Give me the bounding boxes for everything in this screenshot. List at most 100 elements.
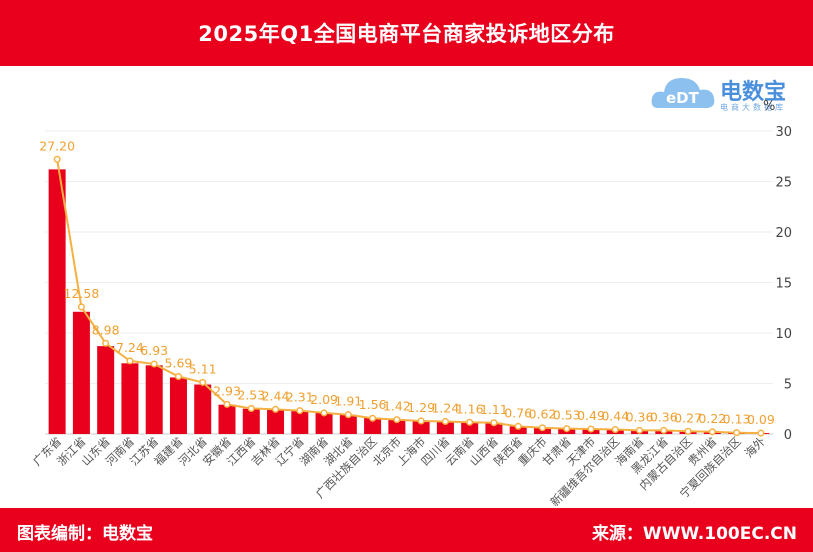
line-point [757, 429, 765, 437]
data-label: 0.22 [698, 411, 726, 426]
logo-tagline: 电商大数据库 [720, 103, 786, 112]
line-point [514, 422, 522, 430]
data-label: 2.93 [213, 383, 241, 398]
line-point [126, 357, 134, 365]
data-label: 1.16 [456, 401, 484, 416]
bar [97, 346, 115, 434]
line-point [53, 155, 61, 163]
bar [218, 404, 236, 434]
line-point [490, 419, 498, 427]
data-label: 1.11 [480, 402, 508, 417]
y-tick-label: 20 [775, 226, 792, 241]
data-label: 1.56 [359, 397, 387, 412]
data-label: 2.44 [262, 388, 290, 403]
bar [509, 426, 527, 434]
line-point [247, 404, 255, 412]
bar [436, 421, 454, 434]
data-label: 2.53 [237, 387, 265, 402]
data-label: 1.91 [334, 394, 362, 409]
line-point [223, 400, 231, 408]
data-label: 0.62 [529, 407, 557, 422]
y-tick-label: 15 [775, 277, 792, 292]
line-point [199, 378, 207, 386]
line-point [393, 416, 401, 424]
y-tick-label: 25 [775, 176, 792, 191]
line-point [611, 426, 619, 434]
bar [485, 422, 503, 434]
logo: eDT 电数宝 电商大数据库 [650, 70, 810, 114]
bar [291, 410, 309, 434]
data-label: 7.24 [116, 340, 144, 355]
bar [388, 419, 406, 434]
line-point [344, 411, 352, 419]
data-label: 2.09 [310, 392, 338, 407]
line-point [708, 428, 716, 436]
bar [412, 420, 430, 434]
bar-line-chart: 0 5 10 15 20 25 30 27.20 12.58 8.98 7.246.935.695.… [30, 125, 792, 508]
bar [364, 417, 382, 434]
line-point [587, 425, 595, 433]
bar [242, 408, 260, 434]
footer-compiler: 图表编制：电数宝 [17, 524, 153, 544]
data-label: 1.24 [431, 400, 459, 415]
bar [267, 409, 285, 434]
chart-title: 2025年Q1全国电商平台商家投诉地区分布 [0, 0, 813, 66]
x-tick-label: 海外 [742, 434, 769, 461]
line-point [660, 426, 668, 434]
data-label: 12.58 [64, 286, 100, 301]
series-line [56, 159, 761, 435]
line-point [538, 424, 547, 432]
logo-mark: eDT [666, 89, 700, 107]
line-point [77, 303, 85, 311]
line-point [733, 429, 741, 437]
line-point [271, 405, 280, 413]
line-point [563, 425, 571, 433]
data-label: 0.13 [723, 412, 751, 427]
logo-brand: 电数宝 [720, 80, 787, 105]
data-label: 5.11 [189, 361, 217, 376]
line-point [150, 360, 158, 368]
line-point [684, 427, 692, 435]
data-label: 8.98 [92, 322, 120, 337]
line-point [102, 339, 110, 347]
line-point [417, 417, 425, 425]
data-label: 0.44 [601, 409, 629, 424]
bar [72, 311, 90, 434]
data-label: 0.49 [577, 408, 605, 423]
data-label: 0.27 [674, 410, 702, 425]
line-point [296, 407, 304, 415]
data-label: 5.69 [165, 356, 193, 371]
bar [194, 384, 212, 434]
footer-source: 来源：WWW.100EC.CN [591, 524, 797, 544]
line-point [174, 372, 183, 381]
data-label: 6.93 [140, 343, 168, 358]
data-label: 0.36 [626, 409, 654, 424]
bar [145, 365, 163, 434]
y-tick-label: 30 [775, 125, 792, 140]
data-label: 1.29 [407, 400, 435, 415]
data-label: 0.09 [747, 412, 775, 427]
y-tick-label: 10 [775, 327, 792, 342]
y-tick-label: 5 [784, 378, 792, 393]
data-label: 0.36 [650, 409, 678, 424]
data-label: 0.76 [504, 405, 532, 420]
line-point [466, 418, 474, 426]
line-point [441, 417, 449, 426]
bar [169, 377, 187, 434]
bar [461, 422, 479, 434]
line-point [369, 414, 377, 422]
data-label: 1.42 [383, 399, 411, 414]
y-tick-label: 0 [784, 428, 792, 443]
bar [48, 169, 66, 434]
bar [339, 414, 357, 434]
line-point [320, 409, 328, 417]
cloud-logo-icon: eDT [651, 78, 715, 108]
data-label: 27.20 [39, 138, 75, 153]
data-label: 0.53 [553, 408, 581, 423]
line-point [635, 426, 644, 434]
bar [121, 363, 139, 434]
data-label: 2.31 [286, 390, 314, 405]
bar [315, 412, 333, 434]
y-axis-unit: % [763, 99, 776, 114]
footer-bar: 图表编制：电数宝 来源：WWW.100EC.CN [0, 508, 813, 552]
